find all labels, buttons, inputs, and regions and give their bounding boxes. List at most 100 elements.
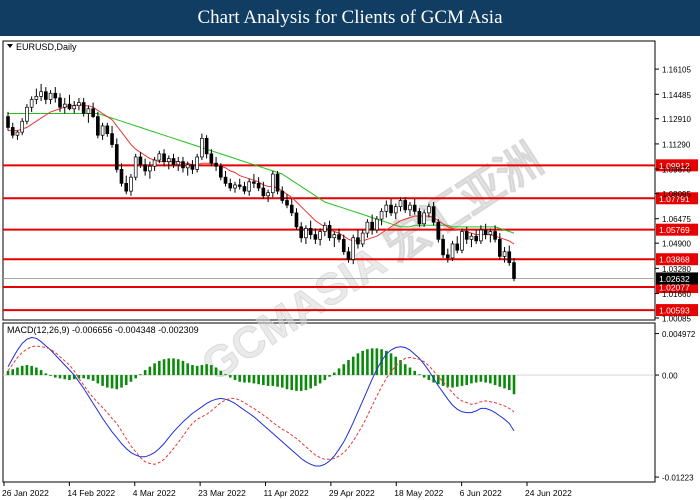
candle: [488, 228, 493, 243]
macd-histogram-bar: [451, 375, 454, 388]
candle: [436, 219, 441, 243]
candle: [15, 130, 20, 140]
candle: [493, 225, 497, 243]
candle: [44, 87, 48, 105]
macd-histogram-bar: [44, 373, 48, 376]
candle: [351, 234, 356, 265]
macd-histogram-bar: [205, 364, 208, 376]
candle: [100, 122, 105, 140]
macd-histogram-bar: [101, 375, 104, 386]
price-tick-label: 1.16105: [662, 66, 691, 75]
candle: [91, 102, 95, 119]
macd-histogram-bar: [427, 375, 431, 381]
macd-histogram-bar: [332, 372, 336, 376]
candle: [417, 208, 422, 227]
candle: [512, 257, 516, 282]
candle: [384, 200, 389, 218]
macd-histogram-bar: [49, 375, 52, 376]
macd-histogram-bar: [342, 364, 346, 376]
time-tick-label: 14 Feb 2022: [67, 488, 115, 498]
macd-histogram-bar: [309, 375, 312, 389]
macd-histogram-bar: [191, 365, 194, 376]
time-tick-label: 23 Mar 2022: [198, 488, 246, 498]
candle: [483, 223, 488, 240]
candle: [280, 186, 285, 204]
macd-histogram-bar: [361, 350, 364, 376]
candle: [261, 181, 266, 199]
macd-histogram-bar: [413, 370, 416, 376]
candle: [25, 104, 29, 125]
macd-histogram-bar: [465, 375, 469, 386]
macd-histogram-bar: [124, 375, 128, 386]
candle: [294, 208, 299, 230]
candle: [62, 97, 67, 114]
macd-histogram-bar: [176, 359, 180, 376]
level-label-1: 1.07791: [659, 194, 690, 204]
ma-red-line: [8, 103, 515, 245]
macd-histogram-bar: [247, 375, 251, 383]
candle: [148, 161, 152, 179]
macd-histogram-bar: [295, 375, 298, 391]
macd-histogram-bar: [110, 375, 114, 389]
candle: [408, 202, 412, 216]
candle: [308, 220, 313, 240]
macd-histogram-bar: [351, 356, 355, 376]
macd-histogram-bar: [195, 365, 199, 376]
macd-histogram-bar: [20, 365, 24, 376]
macd-histogram-bar: [39, 370, 43, 376]
candle: [266, 189, 270, 203]
level-label-0: 1.09912: [659, 161, 690, 171]
macd-histogram-bar: [299, 375, 303, 391]
macd-histogram-bar: [148, 366, 152, 376]
macd-histogram-bar: [25, 365, 29, 376]
macd-histogram-bar: [399, 360, 402, 376]
candle: [58, 93, 62, 112]
candle: [6, 111, 10, 131]
macd-histogram-bar: [91, 375, 95, 381]
candle: [223, 170, 228, 187]
candle: [289, 198, 294, 216]
macd-histogram-bar: [68, 375, 71, 381]
price-panel-title: EURUSD,Daily: [16, 42, 77, 52]
candle: [313, 228, 318, 244]
candle: [450, 240, 455, 262]
candle: [242, 181, 247, 195]
level-tag-1: [656, 192, 698, 205]
macd-histogram-bar: [380, 349, 383, 376]
price-tick-label: 1.09670: [662, 166, 691, 175]
price-tick-label: 1.06475: [662, 215, 691, 224]
candle: [497, 233, 502, 260]
macd-histogram-bar: [370, 348, 374, 376]
macd-histogram-bar: [512, 375, 516, 395]
candle: [114, 138, 119, 173]
candle: [256, 177, 261, 192]
macd-histogram-bar: [115, 375, 119, 390]
macd-histogram-bar: [243, 375, 246, 383]
candle: [53, 87, 58, 103]
candle: [237, 178, 242, 190]
macd-histogram-bar: [6, 370, 10, 376]
macd-histogram-bar: [356, 353, 360, 376]
macd-histogram-bar: [422, 375, 426, 378]
candle: [48, 90, 53, 105]
macd-histogram-bar: [96, 375, 100, 384]
macd-histogram-bar: [460, 375, 464, 386]
macd-histogram-bar: [285, 375, 289, 390]
candle: [365, 219, 370, 238]
macd-histogram-bar: [200, 365, 204, 376]
macd-histogram-bar: [233, 375, 237, 381]
macd-histogram-bar: [441, 375, 445, 386]
candle: [469, 233, 474, 248]
price-tick-label: 1.08095: [662, 190, 691, 199]
macd-histogram-bar: [290, 375, 294, 391]
candle: [502, 247, 507, 263]
macd-histogram-bar: [455, 375, 459, 387]
macd-histogram-bar: [328, 375, 331, 377]
level-tag-5: [656, 304, 698, 317]
candle: [285, 194, 289, 209]
candle: [360, 229, 365, 248]
macd-histogram-bar: [87, 375, 90, 380]
price-tick-label: 1.12910: [662, 115, 691, 124]
macd-histogram-bar: [134, 375, 137, 379]
macd-histogram-bar: [304, 375, 308, 391]
